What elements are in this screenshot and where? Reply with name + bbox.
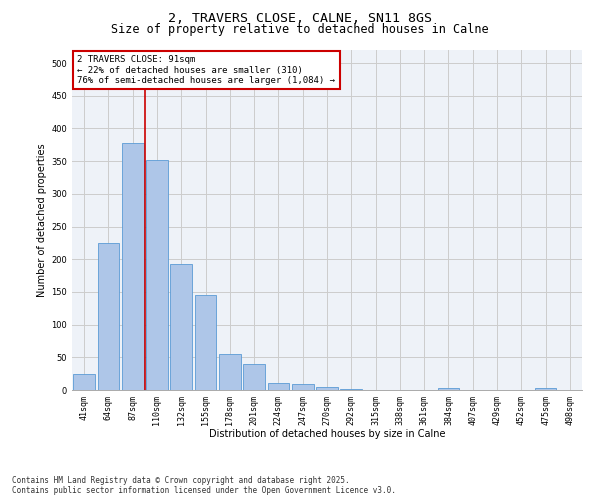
Bar bbox=[340, 388, 362, 390]
Text: 2 TRAVERS CLOSE: 91sqm
← 22% of detached houses are smaller (310)
76% of semi-de: 2 TRAVERS CLOSE: 91sqm ← 22% of detached… bbox=[77, 55, 335, 85]
Bar bbox=[268, 383, 289, 390]
Bar bbox=[437, 388, 460, 390]
Bar bbox=[219, 354, 241, 390]
Bar bbox=[292, 384, 314, 390]
Bar bbox=[146, 160, 168, 390]
Bar bbox=[73, 374, 95, 390]
Bar bbox=[194, 295, 217, 390]
X-axis label: Distribution of detached houses by size in Calne: Distribution of detached houses by size … bbox=[209, 429, 445, 439]
Bar bbox=[122, 143, 143, 390]
Bar bbox=[243, 364, 265, 390]
Bar bbox=[170, 264, 192, 390]
Text: Size of property relative to detached houses in Calne: Size of property relative to detached ho… bbox=[111, 22, 489, 36]
Bar bbox=[316, 386, 338, 390]
Bar bbox=[97, 243, 119, 390]
Bar bbox=[535, 388, 556, 390]
Y-axis label: Number of detached properties: Number of detached properties bbox=[37, 143, 47, 297]
Text: Contains HM Land Registry data © Crown copyright and database right 2025.
Contai: Contains HM Land Registry data © Crown c… bbox=[12, 476, 396, 495]
Text: 2, TRAVERS CLOSE, CALNE, SN11 8GS: 2, TRAVERS CLOSE, CALNE, SN11 8GS bbox=[168, 12, 432, 26]
